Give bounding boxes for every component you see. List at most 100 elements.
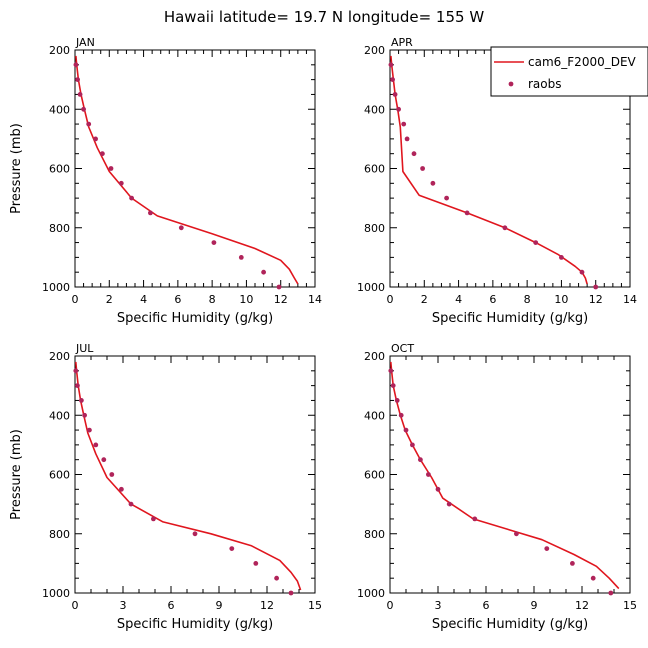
x-axis-title: Specific Humidity (g/kg) <box>432 617 588 632</box>
x-tick-label: 0 <box>387 293 394 306</box>
y-tick-label: 800 <box>49 528 70 541</box>
y-tick-label: 400 <box>49 409 70 422</box>
raobs-point <box>472 516 478 522</box>
raobs-point <box>570 561 575 566</box>
raobs-point <box>392 92 398 97</box>
raobs-point <box>211 240 217 246</box>
y-axis-title: Pressure (mb) <box>9 123 24 214</box>
y-tick-label: 1000 <box>42 281 70 294</box>
raobs-point <box>464 210 470 216</box>
x-tick-label: 9 <box>216 599 223 612</box>
raobs-point <box>590 575 596 581</box>
raobs-point <box>388 368 394 374</box>
x-tick-label: 0 <box>387 599 394 612</box>
x-tick-label: 6 <box>174 293 181 306</box>
raobs-point <box>81 106 86 112</box>
x-tick-label: 14 <box>308 293 322 306</box>
x-tick-label: 8 <box>524 293 531 306</box>
y-tick-label: 200 <box>364 44 385 57</box>
x-tick-label: 8 <box>209 293 216 306</box>
raobs-point <box>229 546 235 551</box>
x-tick-label: 12 <box>589 293 603 306</box>
legend-model-label: cam6_F2000_DEV <box>528 55 637 69</box>
raobs-point <box>401 121 407 127</box>
x-tick-label: 10 <box>239 293 253 306</box>
x-tick-label: 2 <box>106 293 113 306</box>
raobs-point <box>274 575 279 581</box>
y-tick-label: 800 <box>49 222 70 235</box>
raobs-point <box>444 195 449 201</box>
model-profile-line <box>390 55 588 285</box>
x-tick-label: 10 <box>554 293 568 306</box>
raobs-point <box>87 427 92 433</box>
raobs-point <box>108 166 114 171</box>
raobs-point <box>514 531 519 537</box>
panel-jan: JAN 0 2 4 6 8 10 12 14 200 400 600 800 1000 Specific H… <box>9 36 322 326</box>
raobs-point <box>579 269 585 275</box>
y-tick-label: 200 <box>364 350 385 363</box>
panel-label: JUL <box>75 342 94 355</box>
raobs-point <box>396 106 401 112</box>
x-tick-label: 2 <box>421 293 428 306</box>
raobs-point <box>533 240 539 246</box>
x-tick-label: 12 <box>575 599 589 612</box>
raobs-point <box>77 92 83 97</box>
y-tick-label: 400 <box>49 103 70 116</box>
raobs-point <box>410 442 415 448</box>
legend-obs-label: raobs <box>528 77 562 91</box>
raobs-point <box>608 590 614 596</box>
y-tick-label: 600 <box>49 163 70 176</box>
x-tick-label: 6 <box>489 293 496 306</box>
raobs-point <box>238 255 244 260</box>
raobs-point <box>593 284 599 290</box>
raobs-point <box>109 472 115 477</box>
panel-label: APR <box>391 36 413 49</box>
x-tick-label: 14 <box>623 293 637 306</box>
raobs-point <box>119 486 124 492</box>
y-tick-label: 400 <box>364 409 385 422</box>
raobs-point <box>288 590 294 596</box>
raobs-point <box>446 501 452 507</box>
raobs-point <box>93 136 98 142</box>
raobs-point <box>75 77 80 82</box>
raobs-point <box>388 62 394 68</box>
raobs-point <box>403 427 409 433</box>
raobs-point <box>93 442 99 448</box>
raobs-point <box>390 383 396 388</box>
x-tick-label: 6 <box>168 599 175 612</box>
raobs-point <box>411 151 417 157</box>
raobs-point <box>418 457 423 463</box>
x-tick-label: 3 <box>120 599 127 612</box>
y-tick-label: 200 <box>49 44 70 57</box>
y-tick-label: 600 <box>364 469 385 482</box>
raobs-point <box>79 398 84 403</box>
x-tick-label: 9 <box>531 599 538 612</box>
raobs-point <box>86 121 92 127</box>
raobs-point <box>73 62 79 68</box>
raobs-point <box>261 269 266 275</box>
raobs-point <box>100 151 105 157</box>
raobs-point <box>390 77 395 82</box>
x-tick-label: 12 <box>274 293 288 306</box>
model-profile-line <box>390 361 620 590</box>
x-tick-label: 15 <box>623 599 637 612</box>
raobs-point <box>398 412 404 418</box>
raobs-point <box>394 398 400 403</box>
y-tick-label: 600 <box>364 163 385 176</box>
raobs-point <box>430 180 436 186</box>
figure-title: Hawaii latitude= 19.7 N longitude= 155 W <box>164 8 484 26</box>
raobs-point <box>426 472 431 477</box>
x-tick-label: 4 <box>455 293 462 306</box>
model-profile-line <box>75 361 302 591</box>
raobs-point <box>75 383 80 388</box>
raobs-point <box>151 516 156 522</box>
x-tick-label: 4 <box>140 293 147 306</box>
y-tick-label: 1000 <box>357 587 385 600</box>
x-tick-label: 12 <box>260 599 274 612</box>
x-tick-label: 15 <box>308 599 322 612</box>
raobs-point <box>128 501 134 507</box>
raobs-point <box>253 561 259 566</box>
raobs-point <box>435 486 441 492</box>
x-axis-title: Specific Humidity (g/kg) <box>117 617 273 632</box>
